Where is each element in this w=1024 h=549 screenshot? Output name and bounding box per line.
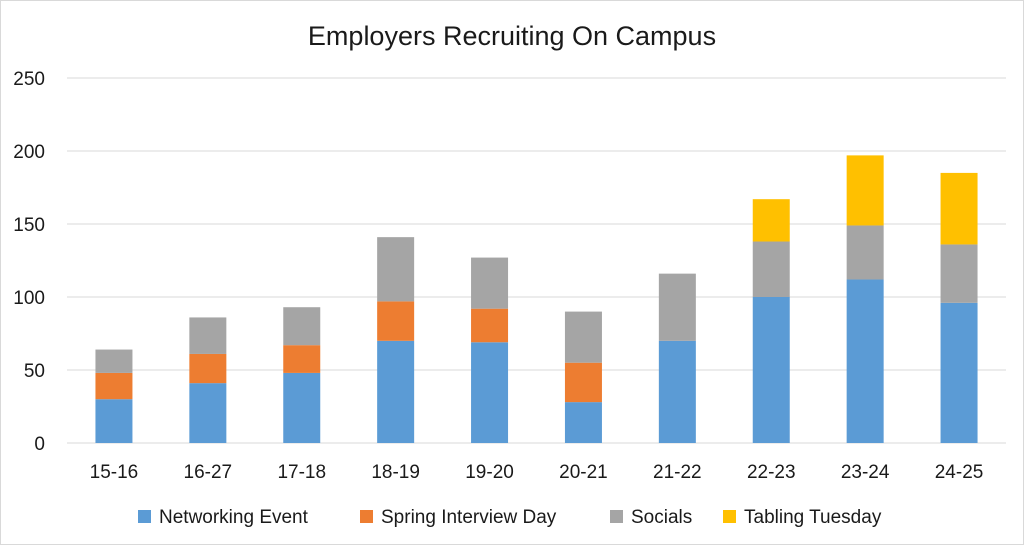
legend-label: Socials bbox=[631, 507, 692, 528]
x-tick-label: 17-18 bbox=[277, 462, 326, 483]
legend-swatch bbox=[138, 510, 151, 523]
bar-segment bbox=[658, 340, 696, 443]
x-tick-label: 22-23 bbox=[747, 462, 796, 483]
bar-segment bbox=[95, 372, 133, 400]
bar-segment bbox=[564, 362, 602, 403]
bar-segment bbox=[752, 241, 790, 297]
x-tick-label: 21-22 bbox=[653, 462, 702, 483]
bar-segment bbox=[940, 302, 978, 443]
bar-segment bbox=[283, 307, 321, 346]
legend-swatch bbox=[610, 510, 623, 523]
bar-segment bbox=[846, 279, 884, 443]
bar-segment bbox=[283, 345, 321, 373]
bar-segment bbox=[189, 317, 227, 354]
bar-segment bbox=[95, 399, 133, 443]
y-tick-label: 150 bbox=[13, 215, 45, 236]
x-tick-label: 15-16 bbox=[90, 462, 139, 483]
bar-segment bbox=[564, 311, 602, 363]
bar-segment bbox=[564, 402, 602, 443]
bar-segment bbox=[940, 244, 978, 303]
legend-label: Spring Interview Day bbox=[381, 507, 557, 528]
bar-segment bbox=[95, 349, 133, 373]
y-tick-label: 200 bbox=[13, 142, 45, 163]
y-tick-label: 100 bbox=[13, 288, 45, 309]
y-tick-label: 250 bbox=[13, 69, 45, 90]
bar-segment bbox=[471, 342, 509, 443]
bar-segment bbox=[846, 225, 884, 280]
legend-label: Tabling Tuesday bbox=[744, 507, 882, 528]
x-axis-ticks: 15-16 16-27 17-18 18-19 19-20 20-21 21-22 22-23… bbox=[90, 462, 984, 483]
bar-segment bbox=[940, 172, 978, 245]
bar-segment bbox=[846, 155, 884, 226]
bar-segment bbox=[658, 273, 696, 341]
x-tick-label: 24-25 bbox=[935, 462, 984, 483]
bar-segment bbox=[752, 297, 790, 443]
y-axis-ticks: 0 50 100 150 200 250 bbox=[13, 69, 45, 455]
legend-swatch bbox=[360, 510, 373, 523]
bar-segment bbox=[377, 301, 415, 341]
bar-segment bbox=[471, 257, 509, 309]
x-tick-label: 20-21 bbox=[559, 462, 608, 483]
y-tick-label: 50 bbox=[24, 361, 45, 382]
bar-segment bbox=[377, 237, 415, 302]
x-tick-label: 23-24 bbox=[841, 462, 890, 483]
x-tick-label: 18-19 bbox=[371, 462, 420, 483]
bars bbox=[95, 155, 978, 443]
legend-label: Networking Event bbox=[159, 507, 309, 528]
bar-segment bbox=[283, 372, 321, 443]
bar-segment bbox=[471, 308, 509, 343]
legend-swatch bbox=[723, 510, 736, 523]
y-tick-label: 0 bbox=[34, 434, 45, 455]
bar-segment bbox=[377, 340, 415, 443]
chart-title: Employers Recruiting On Campus bbox=[308, 21, 716, 51]
legend: Networking Event Spring Interview Day Soci… bbox=[138, 507, 882, 528]
bar-segment bbox=[189, 383, 227, 443]
bar-segment bbox=[189, 353, 227, 384]
x-tick-label: 16-27 bbox=[184, 462, 233, 483]
bar-segment bbox=[752, 199, 790, 242]
x-tick-label: 19-20 bbox=[465, 462, 514, 483]
